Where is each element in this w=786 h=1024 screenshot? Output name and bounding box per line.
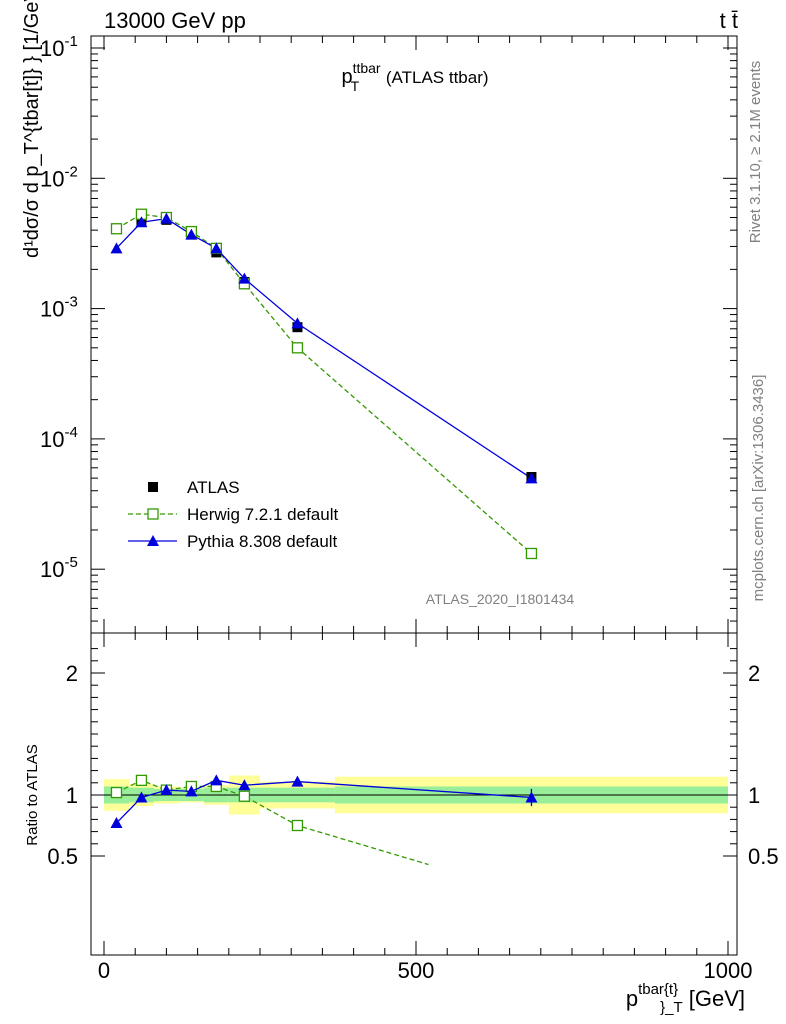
legend-atlas-label: ATLAS [187,478,240,497]
herwig-point [291,342,304,354]
plot-title-main: p [341,66,352,88]
analysis-id-label: ATLAS_2020_I1801434 [426,591,575,607]
ratio-pythia-curve [116,779,532,824]
main-data-layer [110,208,538,560]
x-tick-label: 1000 [704,958,753,983]
ratio-panel: 2 2 1 1 0.5 0.5 0 500 1000 Ratio to ATLAS ptbar{… [24,632,779,1016]
mcplots-label: mcplots.cern.ch [arXiv:1306.3436] [750,375,767,602]
main-y-axis-label: d¹dσ/σ d p_T^{tbar[t]} } [1/GeV] [21,0,43,258]
pythia-curve [116,217,532,479]
ratio-pythia-point [291,775,304,787]
ratio-y-tick-label-right: 0.5 [748,844,779,869]
plot-title: pttbar T (ATLAS ttbar) [341,60,488,94]
main-y-tick-label: 10-2 [40,163,78,191]
pythia-point [160,212,173,224]
main-y-tick-label-exp: -1 [64,33,77,50]
pythia-point [185,228,198,240]
legend-herwig-label: Herwig 7.2.1 default [187,505,338,524]
ratio-y-tick-label-right: 2 [748,661,760,686]
main-y-tick-label: 10-5 [40,554,78,582]
rivet-version-label: Rivet 3.1.10, ≥ 2.1M events [747,61,764,244]
ratio-pythia-point [525,791,538,803]
x-axis-label-sub: }_T [660,999,683,1016]
ratio-pythia-point [185,785,198,797]
main-y-tick-label: 10-1 [40,33,78,61]
pythia-point [210,242,223,254]
x-tick-label: 0 [98,958,110,983]
ratio-herwig-point [110,786,123,799]
ratio-y-tick-label: 2 [66,661,78,686]
legend-pythia-label: Pythia 8.308 default [187,532,338,551]
main-y-tick-label-exp: -5 [64,554,77,571]
ratio-herwig-point [135,774,148,787]
pythia-point [238,272,251,284]
ratio-herwig-point [238,790,251,802]
ratio-pythia-point [135,791,148,803]
plot-title-sup: ttbar [353,60,381,76]
x-axis-label-main: p [626,986,638,1011]
plot-title-sub: T [351,78,360,94]
header-energy-label: 13000 GeV pp [104,8,246,33]
x-axis-label: ptbar{t}}_T [GeV] [626,981,745,1016]
x-axis-label-sup: tbar{t} [638,981,678,998]
ratio-panel-frame [90,632,738,956]
x-axis-label-rest: [GeV] [683,986,745,1011]
ratio-y-tick-label-right: 1 [748,783,760,808]
mcplots-text: mcplots.cern.ch [arXiv:1306.3436] [750,375,767,602]
pythia-point [110,242,123,254]
ratio-pythia-point [210,774,223,786]
herwig-curve [116,213,532,554]
ratio-pythia-point [160,784,173,796]
legend-pythia-marker [147,535,159,546]
rivet-version-text: Rivet 3.1.10, ≥ 2.1M events [747,61,764,244]
main-y-tick-label-exp: -4 [64,424,77,441]
ratio-y-axis-label-text: Ratio to ATLAS [24,744,41,845]
herwig-point [525,547,538,560]
pythia-point [525,472,538,484]
herwig-point [110,223,123,235]
legend-herwig-marker [147,508,159,520]
x-tick-label: 500 [398,958,435,983]
ratio-y-tick-label: 1 [66,783,78,808]
main-y-tick-label-exp: -2 [64,163,77,180]
ratio-pythia-point [110,817,123,829]
ratio-tick-layer: 2 2 1 1 0.5 0.5 0 500 1000 [47,633,779,983]
legend-atlas-marker [148,482,158,492]
main-y-tick-label-exp: -3 [64,294,77,311]
pythia-point [135,216,148,228]
ratio-y-tick-label: 0.5 [47,844,78,869]
main-panel: 10-1 10-2 10-3 10-4 10-5 pttbar T (ATLAS ttba… [21,0,738,634]
ratio-data-layer [104,774,728,866]
main-y-tick-label: 10-3 [40,294,78,322]
main-tick-layer: 10-1 10-2 10-3 10-4 10-5 [40,33,737,633]
main-y-axis-label-text: d¹dσ/σ d p_T^{tbar[t]} } [1/GeV] [21,0,43,258]
pythia-point [291,317,304,329]
header-process-label: t t̄ [720,8,738,33]
legend: ATLAS Herwig 7.2.1 default Pythia 8.308 de… [128,478,338,551]
plot-title-rest: (ATLAS ttbar) [381,68,488,87]
ratio-herwig-point [291,819,304,832]
ratio-y-axis-label: Ratio to ATLAS [24,744,41,845]
main-y-tick-label: 10-4 [40,424,78,452]
ratio-pythia-point [238,779,251,791]
